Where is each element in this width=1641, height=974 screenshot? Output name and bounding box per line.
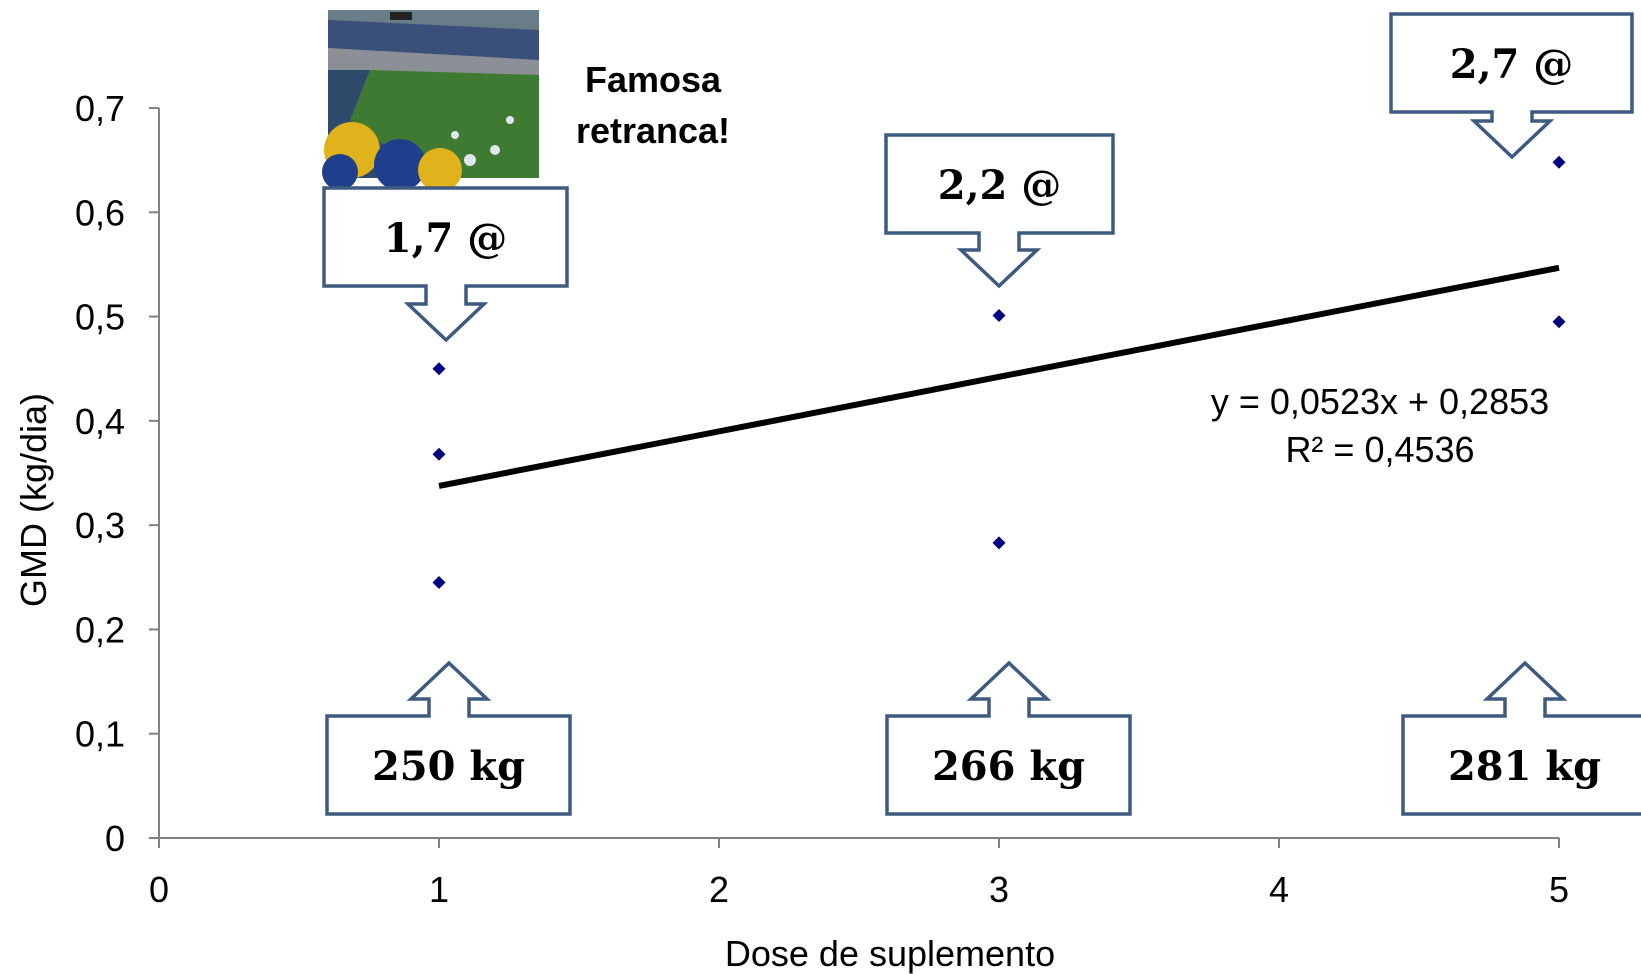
top-callout-label: 1,7 @ xyxy=(384,215,508,262)
x-tick-label: 5 xyxy=(1549,869,1569,910)
trendline xyxy=(438,264,1560,489)
y-axis-title: GMD (kg/dia) xyxy=(13,393,54,607)
y-tick-label: 0,2 xyxy=(75,609,125,650)
note-line: Famosa xyxy=(585,59,722,100)
y-tick-label: 0,6 xyxy=(75,192,125,233)
x-tick-label: 2 xyxy=(709,869,729,910)
trendline-r2: R² = 0,4536 xyxy=(1285,429,1474,470)
callout-down-box xyxy=(1389,12,1634,160)
y-tick-label: 0,5 xyxy=(75,297,125,338)
top-callout-label: 2,2 @ xyxy=(938,162,1062,209)
y-tick-label: 0,4 xyxy=(75,401,125,442)
callout-up-box xyxy=(1401,660,1641,816)
data-point xyxy=(1552,315,1566,329)
bottom-callout-label: 250 kg xyxy=(372,743,525,790)
x-axis-title: Dose de suplemento xyxy=(725,933,1055,974)
data-point xyxy=(1552,155,1566,169)
bottom-callout-label: 281 kg xyxy=(1448,743,1601,790)
x-tick-label: 1 xyxy=(429,869,449,910)
data-point xyxy=(992,536,1006,550)
y-tick-label: 0,3 xyxy=(75,505,125,546)
note-line: retranca! xyxy=(576,110,730,151)
x-tick-label: 4 xyxy=(1269,869,1289,910)
data-point xyxy=(432,447,446,461)
y-tick-label: 0 xyxy=(105,818,125,859)
callout-up-box xyxy=(885,660,1132,816)
data-point xyxy=(432,362,446,376)
stadium-crowd-photo xyxy=(322,10,539,192)
trendline-equation: y = 0,0523x + 0,2853 xyxy=(1211,381,1549,422)
y-tick-label: 0,7 xyxy=(75,88,125,129)
data-point xyxy=(992,309,1006,323)
top-callout-label: 2,7 @ xyxy=(1450,41,1574,88)
bottom-callout-label: 266 kg xyxy=(932,743,1085,790)
x-tick-label: 3 xyxy=(989,869,1009,910)
callout-up-box xyxy=(325,660,572,816)
data-point xyxy=(432,576,446,589)
callout-down-box xyxy=(884,133,1115,289)
callout-down-box xyxy=(322,186,569,343)
y-tick-label: 0,1 xyxy=(75,714,125,755)
x-tick-label: 0 xyxy=(149,869,169,910)
